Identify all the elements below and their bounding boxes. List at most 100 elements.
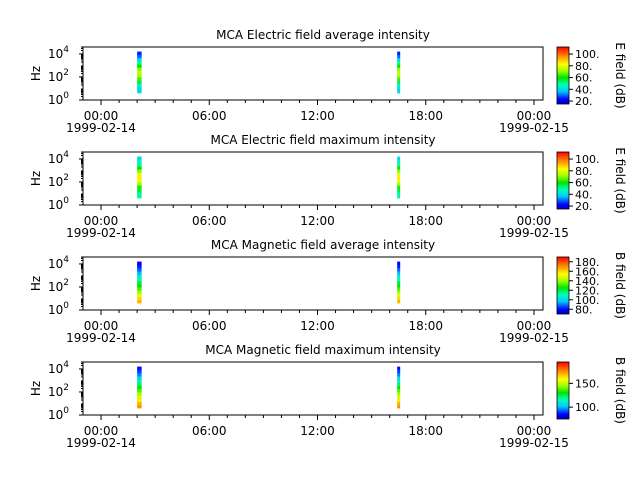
- data-cell-2-10: [397, 166, 401, 170]
- data-cell-1-5: [137, 77, 142, 81]
- y-tick-label: 102: [48, 173, 69, 189]
- data-cell-1-12: [137, 54, 142, 59]
- data-cell-2-2: [397, 296, 401, 301]
- colorbar-tick-label: 80.: [575, 303, 593, 316]
- x-date-label: 1999-02-15: [499, 226, 569, 240]
- x-tick-label: 12:00: [300, 319, 335, 333]
- x-tick-label: 18:00: [408, 319, 443, 333]
- colorbar-tick-label: 140.: [575, 275, 600, 288]
- x-tick-label: 18:00: [408, 109, 443, 123]
- x-date-label: 1999-02-14: [66, 331, 136, 345]
- x-date-label: 1999-02-15: [499, 436, 569, 450]
- data-cell-2-11: [397, 372, 401, 377]
- data-cell-2-13: [397, 156, 401, 161]
- data-cell-2-2: [397, 401, 401, 406]
- x-tick-label: 12:00: [300, 214, 335, 228]
- data-cell-1-9: [137, 274, 142, 278]
- data-cell-1-4: [137, 395, 142, 399]
- colorbar-label: E field (dB): [613, 42, 627, 108]
- data-cell-1-8: [137, 277, 142, 282]
- data-cell-1-7: [137, 70, 142, 75]
- data-cell-2-9: [397, 64, 401, 68]
- colorbar-tick-label: 60.: [575, 72, 593, 85]
- data-cell-2-13: [397, 51, 401, 56]
- data-cell-2-8: [397, 382, 401, 387]
- x-date-label: 1999-02-14: [66, 226, 136, 240]
- data-cell-2-5: [397, 287, 401, 291]
- data-cell-1-12: [137, 369, 142, 374]
- data-cell-2-3: [397, 293, 401, 297]
- data-cell-2-9: [397, 379, 401, 383]
- colorbar-tick-label: 100.: [575, 153, 600, 166]
- colorbar-tick-label: 80.: [575, 60, 593, 73]
- panel-1: MCA Electric field average intensity 100 1…: [29, 28, 627, 135]
- data-cell-2-3: [397, 398, 401, 402]
- colorbar-tick-label: 80.: [575, 165, 593, 178]
- data-cell-2-6: [397, 283, 401, 288]
- colorbar-tick-label: 160.: [575, 265, 600, 278]
- data-cell-1-12: [137, 159, 142, 164]
- data-cell-1-9: [137, 169, 142, 173]
- colorbar-tick-label: 150.: [575, 377, 600, 390]
- data-cell-1-11: [137, 162, 142, 167]
- data-cell-1-3: [137, 83, 142, 87]
- data-cell-1-11: [137, 372, 142, 377]
- colorbar: [556, 361, 570, 420]
- data-cell-1-4: [137, 185, 142, 189]
- data-cell-1-1: [137, 299, 142, 304]
- data-cell-1-13: [137, 261, 142, 266]
- data-cell-2-12: [397, 54, 401, 59]
- y-tick-label: 104: [48, 360, 69, 376]
- data-cell-1-5: [137, 392, 142, 396]
- y-tick-label: 100: [48, 91, 69, 107]
- colorbar-label: B field (dB): [613, 252, 627, 319]
- data-cell-2-11: [397, 267, 401, 272]
- data-cell-2-8: [397, 67, 401, 72]
- data-cell-1-13: [137, 366, 142, 371]
- x-tick-label: 12:00: [300, 424, 335, 438]
- y-axis-label: Hz: [29, 171, 43, 186]
- x-tick-label: 00:00: [517, 109, 552, 123]
- data-cell-2-12: [397, 369, 401, 374]
- data-cell-1-3: [137, 293, 142, 297]
- data-cell-2-5: [397, 392, 401, 396]
- panel-title: MCA Magnetic field average intensity: [211, 238, 435, 252]
- data-cell-2-1: [397, 299, 401, 304]
- x-tick-label: 18:00: [408, 424, 443, 438]
- colorbar: [556, 256, 570, 315]
- colorbar: [556, 46, 570, 105]
- data-cell-1-1: [137, 404, 142, 409]
- data-cell-1-2: [137, 86, 142, 91]
- x-tick-label: 18:00: [408, 214, 443, 228]
- y-tick-label: 104: [48, 255, 69, 271]
- y-tick-label: 100: [48, 406, 69, 422]
- data-cell-2-3: [397, 83, 401, 87]
- data-cell-1-11: [137, 267, 142, 272]
- data-cell-2-4: [397, 290, 401, 294]
- data-cell-2-1: [397, 194, 401, 199]
- data-cell-1-5: [137, 182, 142, 186]
- y-tick-label: 104: [48, 150, 69, 166]
- data-cell-1-4: [137, 290, 142, 294]
- plot-area: [82, 361, 544, 416]
- data-cell-1-11: [137, 57, 142, 62]
- data-cell-1-13: [137, 156, 142, 161]
- y-tick-label: 100: [48, 301, 69, 317]
- x-tick-label: 00:00: [84, 109, 119, 123]
- colorbar-label: E field (dB): [613, 147, 627, 213]
- y-tick-label: 100: [48, 196, 69, 212]
- plot-area: [82, 256, 544, 311]
- colorbar-tick-label: 20.: [575, 200, 593, 213]
- data-cell-2-3: [397, 188, 401, 192]
- data-cell-2-4: [397, 80, 401, 84]
- x-tick-label: 00:00: [84, 319, 119, 333]
- data-cell-1-7: [137, 280, 142, 285]
- x-tick-label: 00:00: [517, 214, 552, 228]
- panel-title: MCA Magnetic field maximum intensity: [205, 343, 441, 357]
- data-cell-2-4: [397, 395, 401, 399]
- x-tick-label: 06:00: [192, 109, 227, 123]
- data-cell-1-7: [137, 175, 142, 180]
- data-cell-2-8: [397, 172, 401, 177]
- data-cell-1-13: [137, 51, 142, 56]
